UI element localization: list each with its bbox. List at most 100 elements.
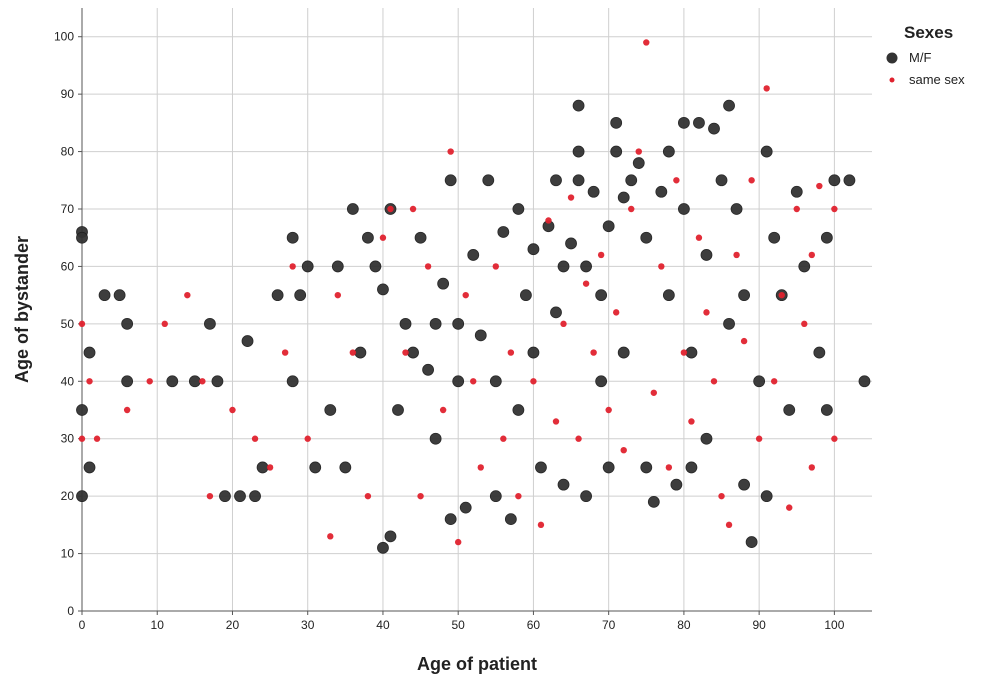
- scatter-point-same-sex: [635, 148, 642, 155]
- x-tick-label: 20: [226, 618, 240, 632]
- scatter-point-same-sex: [206, 492, 214, 500]
- scatter-point-mf: [858, 375, 871, 388]
- scatter-point-mf: [527, 243, 540, 256]
- y-tick-label: 40: [61, 374, 75, 388]
- scatter-point-same-sex: [725, 521, 733, 529]
- scatter-point-mf: [557, 478, 570, 491]
- scatter-point-mf: [813, 346, 826, 359]
- scatter-point-same-sex: [673, 177, 680, 184]
- scatter-point-mf: [204, 317, 216, 330]
- scatter-point-same-sex: [161, 320, 168, 328]
- legend-title: Sexes: [904, 23, 953, 42]
- legend: Sexes M/F same sex: [886, 23, 965, 87]
- scatter-point-mf: [662, 145, 675, 158]
- scatter-point-mf: [783, 404, 796, 416]
- scatter-point-mf: [392, 404, 404, 416]
- scatter-point-mf: [286, 231, 299, 244]
- scatter-point-mf: [482, 174, 495, 187]
- scatter-point-mf: [708, 122, 720, 135]
- scatter-point-mf: [121, 375, 134, 388]
- scatter-point-mf: [723, 317, 735, 330]
- scatter-point-same-sex: [364, 492, 372, 500]
- scatter-point-mf: [83, 346, 96, 359]
- x-tick-label: 50: [452, 618, 466, 632]
- scatter-point-same-sex: [748, 177, 755, 184]
- scatter-point-same-sex: [733, 251, 740, 259]
- scatter-point-same-sex: [816, 182, 823, 190]
- scatter-point-mf: [452, 375, 465, 388]
- scatter-point-same-sex: [78, 435, 86, 442]
- scatter-point-mf: [580, 260, 592, 273]
- plot-area: [82, 8, 872, 611]
- scatter-point-same-sex: [304, 435, 311, 442]
- x-tick-label: 70: [602, 618, 616, 632]
- scatter-point-mf: [700, 432, 713, 445]
- scatter-point-mf: [617, 191, 630, 204]
- scatter-point-mf: [820, 231, 833, 244]
- scatter-point-same-sex: [477, 464, 484, 471]
- scatter-point-mf: [610, 145, 623, 158]
- scatter-point-mf: [294, 289, 307, 302]
- scatter-point-mf: [98, 289, 111, 302]
- scatter-point-mf: [753, 375, 766, 388]
- scatter-point-mf: [188, 375, 201, 388]
- scatter-point-mf: [640, 231, 653, 244]
- scatter-point-same-sex: [454, 538, 462, 546]
- scatter-point-mf: [354, 346, 367, 359]
- scatter-point-same-sex: [620, 447, 627, 454]
- legend-marker-same-sex: [889, 77, 895, 83]
- scatter-point-mf: [820, 404, 833, 416]
- scatter-point-same-sex: [718, 492, 725, 500]
- scatter-point-same-sex: [605, 406, 612, 414]
- scatter-point-mf: [399, 317, 412, 330]
- scatter-point-mf: [693, 116, 705, 129]
- scatter-point-same-sex: [801, 320, 808, 328]
- scatter-point-mf: [76, 231, 88, 244]
- scatter-point-same-sex: [515, 492, 522, 500]
- scatter-point-same-sex: [78, 320, 86, 328]
- y-tick-label: 80: [61, 145, 75, 159]
- scatter-point-mf: [121, 317, 134, 330]
- scatter-point-mf: [459, 501, 472, 514]
- scatter-point-same-sex: [447, 148, 454, 155]
- scatter-point-mf: [678, 203, 690, 215]
- scatter-point-mf: [790, 185, 803, 198]
- scatter-point-mf: [662, 289, 675, 302]
- scatter-point-same-sex: [793, 205, 800, 213]
- scatter-point-mf: [678, 116, 690, 129]
- scatter-point-same-sex: [597, 251, 605, 259]
- scatter-point-mf: [595, 289, 608, 302]
- scatter-point-same-sex: [695, 234, 703, 241]
- x-tick-label: 90: [752, 618, 766, 632]
- scatter-point-same-sex: [439, 406, 447, 414]
- scatter-point-same-sex: [552, 418, 560, 425]
- scatter-point-same-sex: [289, 263, 296, 270]
- x-tick-label: 10: [151, 618, 165, 632]
- scatter-point-same-sex: [229, 406, 236, 414]
- scatter-point-mf: [550, 174, 562, 187]
- y-tick-label: 30: [61, 432, 75, 446]
- scatter-point-same-sex: [500, 435, 507, 442]
- scatter-point-mf: [610, 116, 623, 129]
- scatter-point-mf: [587, 185, 600, 198]
- scatter-point-same-sex: [123, 406, 131, 414]
- scatter-point-same-sex: [710, 378, 718, 385]
- scatter-point-mf: [572, 99, 585, 112]
- scatter-point-mf: [640, 461, 653, 474]
- scatter-point-same-sex: [387, 205, 394, 213]
- scatter-point-same-sex: [612, 309, 620, 316]
- scatter-point-mf: [414, 231, 427, 244]
- scatter-point-same-sex: [755, 435, 763, 442]
- scatter-point-same-sex: [462, 291, 469, 299]
- scatter-point-mf: [738, 478, 750, 491]
- scatter-point-same-sex: [560, 320, 567, 328]
- scatter-point-mf: [655, 185, 668, 198]
- scatter-point-mf: [595, 375, 608, 388]
- scatter-point-same-sex: [740, 337, 748, 345]
- x-tick-label: 0: [79, 618, 86, 632]
- scatter-point-mf: [512, 404, 525, 416]
- scatter-point-same-sex: [680, 349, 688, 356]
- scatter-point-mf: [219, 490, 231, 503]
- y-tick-label: 60: [61, 259, 75, 273]
- scatter-point-mf: [346, 203, 359, 215]
